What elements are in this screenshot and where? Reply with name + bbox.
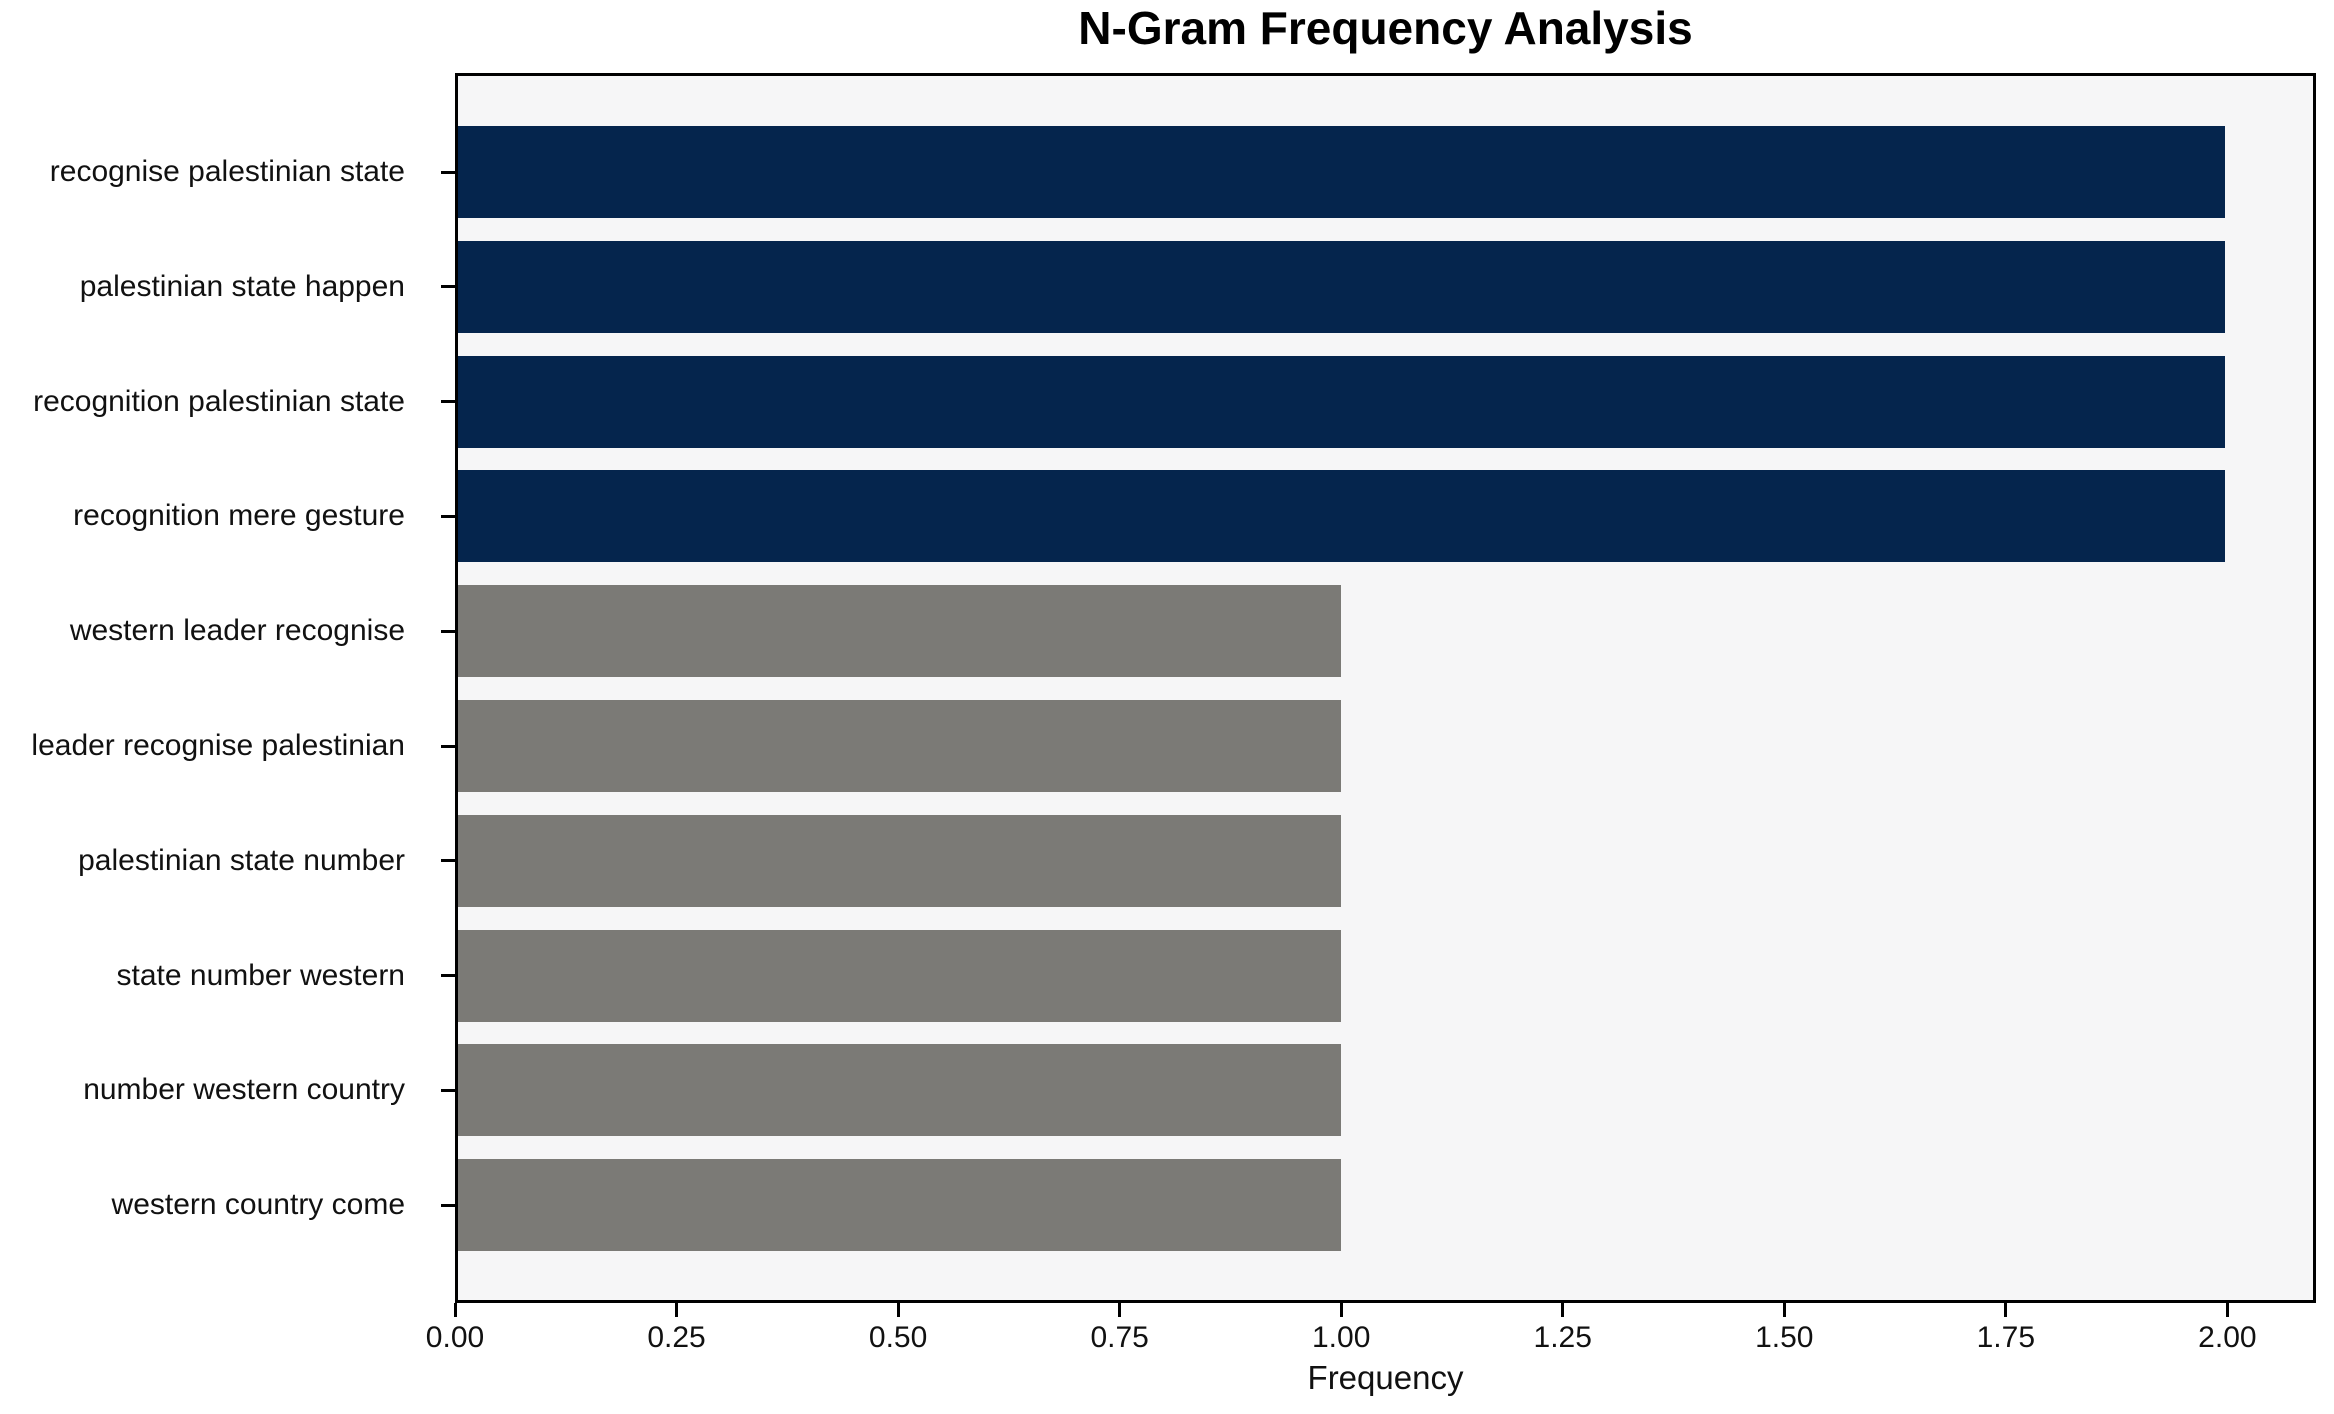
y-tick-label: recognition mere gesture bbox=[73, 499, 405, 533]
bar-leader-recognise-palestinian bbox=[458, 700, 1342, 792]
y-tick-mark bbox=[441, 285, 455, 289]
y-tick-mark bbox=[441, 744, 455, 748]
y-tick-mark bbox=[441, 1203, 455, 1207]
x-tick-label: 0.50 bbox=[868, 1321, 928, 1354]
x-axis-title: Frequency bbox=[1307, 1359, 1464, 1396]
y-tick-mark bbox=[441, 170, 455, 174]
x-tick-label: 1.25 bbox=[1533, 1321, 1592, 1354]
y-tick-label: western leader recognise bbox=[69, 614, 405, 648]
y-tick-label: recognition palestinian state bbox=[33, 384, 405, 418]
x-tick-label: 0.25 bbox=[647, 1321, 706, 1354]
x-tick-label: 2.00 bbox=[2198, 1321, 2257, 1354]
y-tick-label: recognise palestinian state bbox=[49, 155, 405, 188]
y-tick-mark bbox=[441, 974, 455, 978]
x-tick-label: 1.00 bbox=[1311, 1321, 1371, 1354]
y-tick-label: palestinian state happen bbox=[79, 269, 405, 303]
bar-recognition-palestinian-state bbox=[458, 355, 2225, 448]
bar-state-number-western bbox=[458, 929, 1342, 1022]
bar-recognise-palestinian-state bbox=[458, 126, 2225, 218]
y-tick-label: western country come bbox=[111, 1188, 405, 1222]
y-tick-mark bbox=[441, 1088, 455, 1092]
x-tick-mark bbox=[2004, 1303, 2008, 1317]
plot-area bbox=[455, 73, 2316, 1303]
y-tick-mark bbox=[441, 514, 455, 518]
x-tick-label: 0.75 bbox=[1090, 1321, 1149, 1354]
x-tick-mark bbox=[453, 1303, 457, 1317]
bar-western-country-come bbox=[458, 1159, 1342, 1252]
x-tick-mark bbox=[1782, 1303, 1786, 1317]
y-tick-label: state number western bbox=[116, 958, 405, 992]
x-tick-mark bbox=[896, 1303, 900, 1317]
x-tick-label: 1.75 bbox=[1976, 1321, 2036, 1354]
x-tick-mark bbox=[1118, 1303, 1122, 1317]
x-tick-mark bbox=[675, 1303, 679, 1317]
y-axis: recognise palestinian state palestinian s… bbox=[0, 73, 430, 1303]
y-tick-mark bbox=[441, 629, 455, 633]
chart-title: N-Gram Frequency Analysis bbox=[1078, 2, 1693, 54]
bar-western-leader-recognise bbox=[458, 585, 1342, 678]
y-tick-label: palestinian state number bbox=[78, 843, 405, 877]
x-tick-mark bbox=[1339, 1303, 1343, 1317]
x-tick-label: 0.00 bbox=[425, 1321, 485, 1354]
x-tick-mark bbox=[1561, 1303, 1565, 1317]
bar-palestinian-state-happen bbox=[458, 240, 2225, 333]
y-tick-mark bbox=[441, 859, 455, 863]
bar-number-western-country bbox=[458, 1044, 1342, 1137]
y-tick-label: number western country bbox=[83, 1073, 405, 1107]
y-tick-mark bbox=[441, 400, 455, 404]
x-tick-mark bbox=[2225, 1303, 2229, 1317]
x-tick-label: 1.50 bbox=[1755, 1321, 1814, 1354]
bar-palestinian-state-number bbox=[458, 814, 1342, 907]
y-tick-label: leader recognise palestinian bbox=[31, 729, 405, 762]
bar-recognition-mere-gesture bbox=[458, 470, 2225, 563]
